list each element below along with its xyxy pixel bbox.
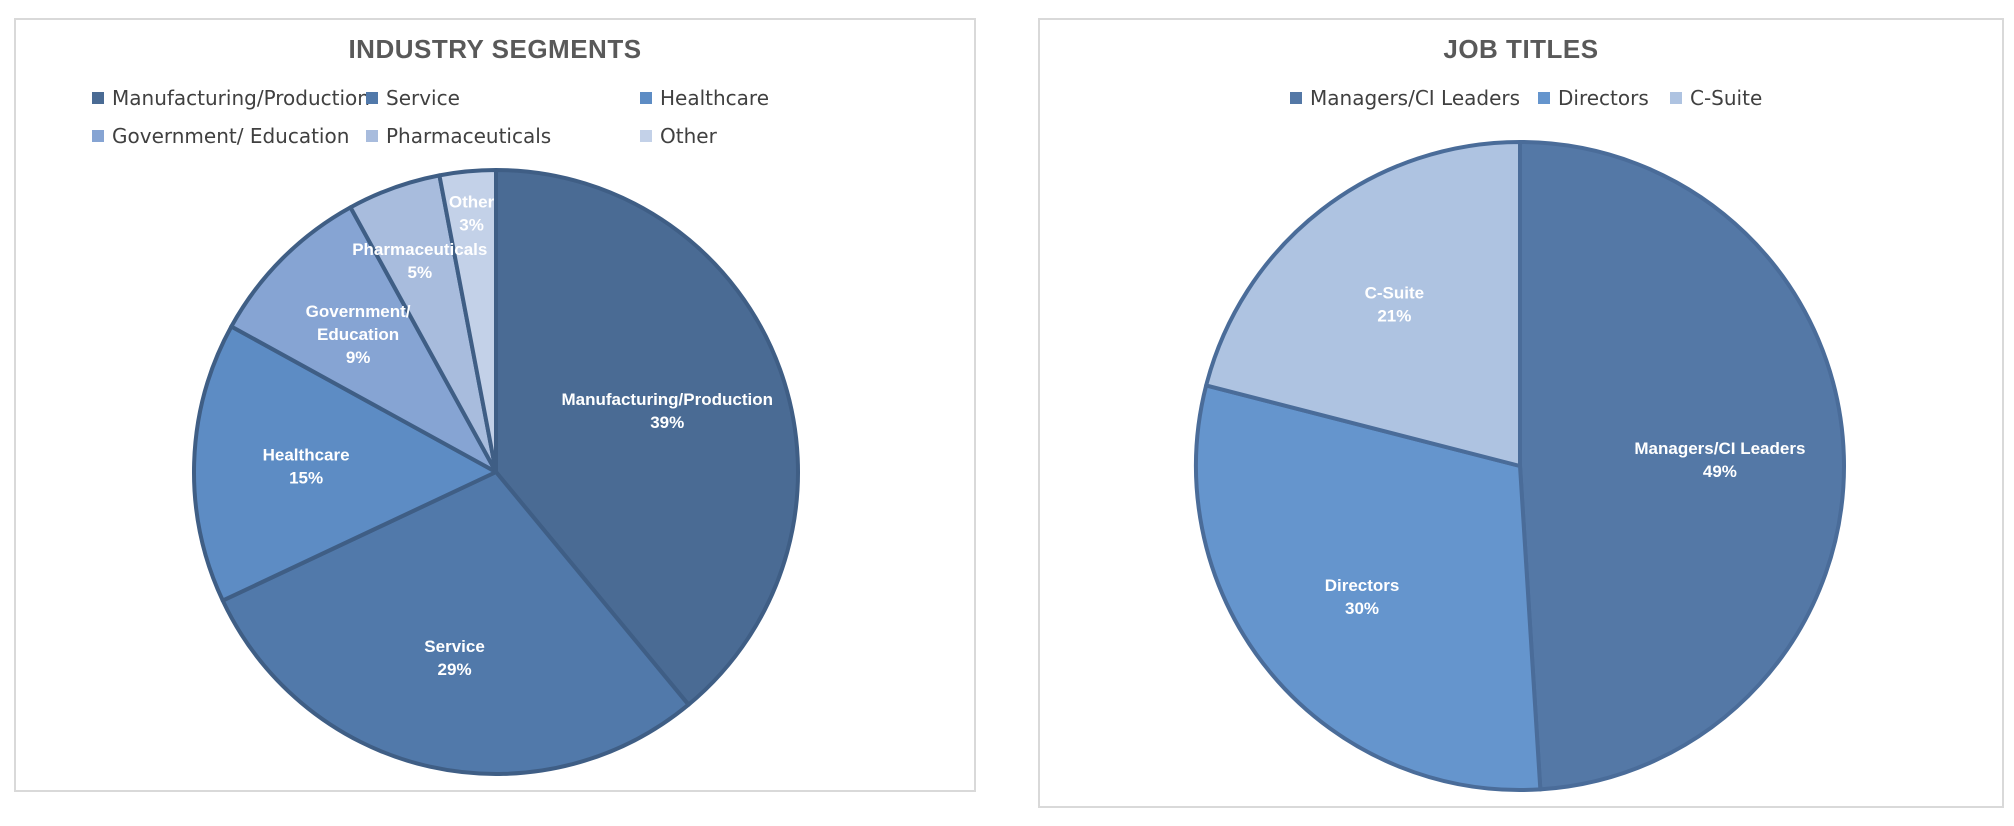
legend-label: Healthcare <box>660 86 770 110</box>
industry-segments-chart: INDUSTRY SEGMENTS Manufacturing/Producti… <box>14 18 976 792</box>
legend-item-service: Service <box>366 86 460 110</box>
data-label: Directors 30% <box>1325 576 1400 618</box>
legend-item-other: Other <box>640 124 717 148</box>
data-label: Other 3% <box>449 193 495 235</box>
legend-item-government: Government/ Education <box>92 124 349 148</box>
pie-slice-healthcare <box>192 324 498 603</box>
legend-swatch <box>1670 92 1682 104</box>
legend-item-pharmaceuticals: Pharmaceuticals <box>366 124 551 148</box>
data-label: C-Suite 21% <box>1365 284 1425 326</box>
pie-slice-government-education <box>229 205 498 474</box>
legend-swatch <box>640 92 652 104</box>
legend-item-manufacturing: Manufacturing/Production <box>92 86 370 110</box>
legend-swatch <box>366 92 378 104</box>
legend-label: Manufacturing/Production <box>112 86 370 110</box>
legend-swatch <box>1290 92 1302 104</box>
pie-slice-directors <box>1194 383 1543 792</box>
job-titles-chart: JOB TITLES Managers/CI Leaders Directors… <box>1038 18 2004 808</box>
data-label: Government/Education 9% <box>306 302 411 367</box>
legend-label: Government/ Education <box>112 124 350 148</box>
legend-label: Service <box>386 86 460 110</box>
legend-item-directors: Directors <box>1538 86 1649 110</box>
legend-item-managers: Managers/CI Leaders <box>1290 86 1520 110</box>
pie-slice-c-suite <box>1204 140 1522 468</box>
industry-pie: Manufacturing/Production 39% Service 29% Hea… <box>192 168 800 776</box>
legend-swatch <box>92 92 104 104</box>
legend-item-c-suite: C-Suite <box>1670 86 1762 110</box>
legend-swatch <box>640 130 652 142</box>
legend-label: Managers/CI Leaders <box>1310 86 1521 110</box>
data-label: Pharmaceuticals 5% <box>352 240 487 282</box>
pie-slice-manufacturing-production <box>494 168 800 707</box>
chart-title: INDUSTRY SEGMENTS <box>348 34 642 64</box>
pie-slice-other <box>437 168 498 474</box>
legend-item-healthcare: Healthcare <box>640 86 769 110</box>
legend-label: Other <box>660 124 717 148</box>
data-label: Managers/CI Leaders 49% <box>1634 439 1805 481</box>
data-label: Service 29% <box>424 637 485 679</box>
legend-swatch <box>366 130 378 142</box>
data-label: Healthcare 15% <box>263 446 350 488</box>
job-titles-pie: Managers/CI Leaders 49% Directors 30% C-Suit… <box>1194 140 1846 792</box>
legend-label: C-Suite <box>1690 86 1763 110</box>
data-label: Manufacturing/Production 39% <box>561 390 773 432</box>
legend-label: Pharmaceuticals <box>386 124 552 148</box>
pie-slice-managers-ci-leaders <box>1518 140 1846 792</box>
legend-label: Directors <box>1558 86 1649 110</box>
legend-swatch <box>92 130 104 142</box>
legend-swatch <box>1538 92 1550 104</box>
chart-title: JOB TITLES <box>1443 34 1599 64</box>
